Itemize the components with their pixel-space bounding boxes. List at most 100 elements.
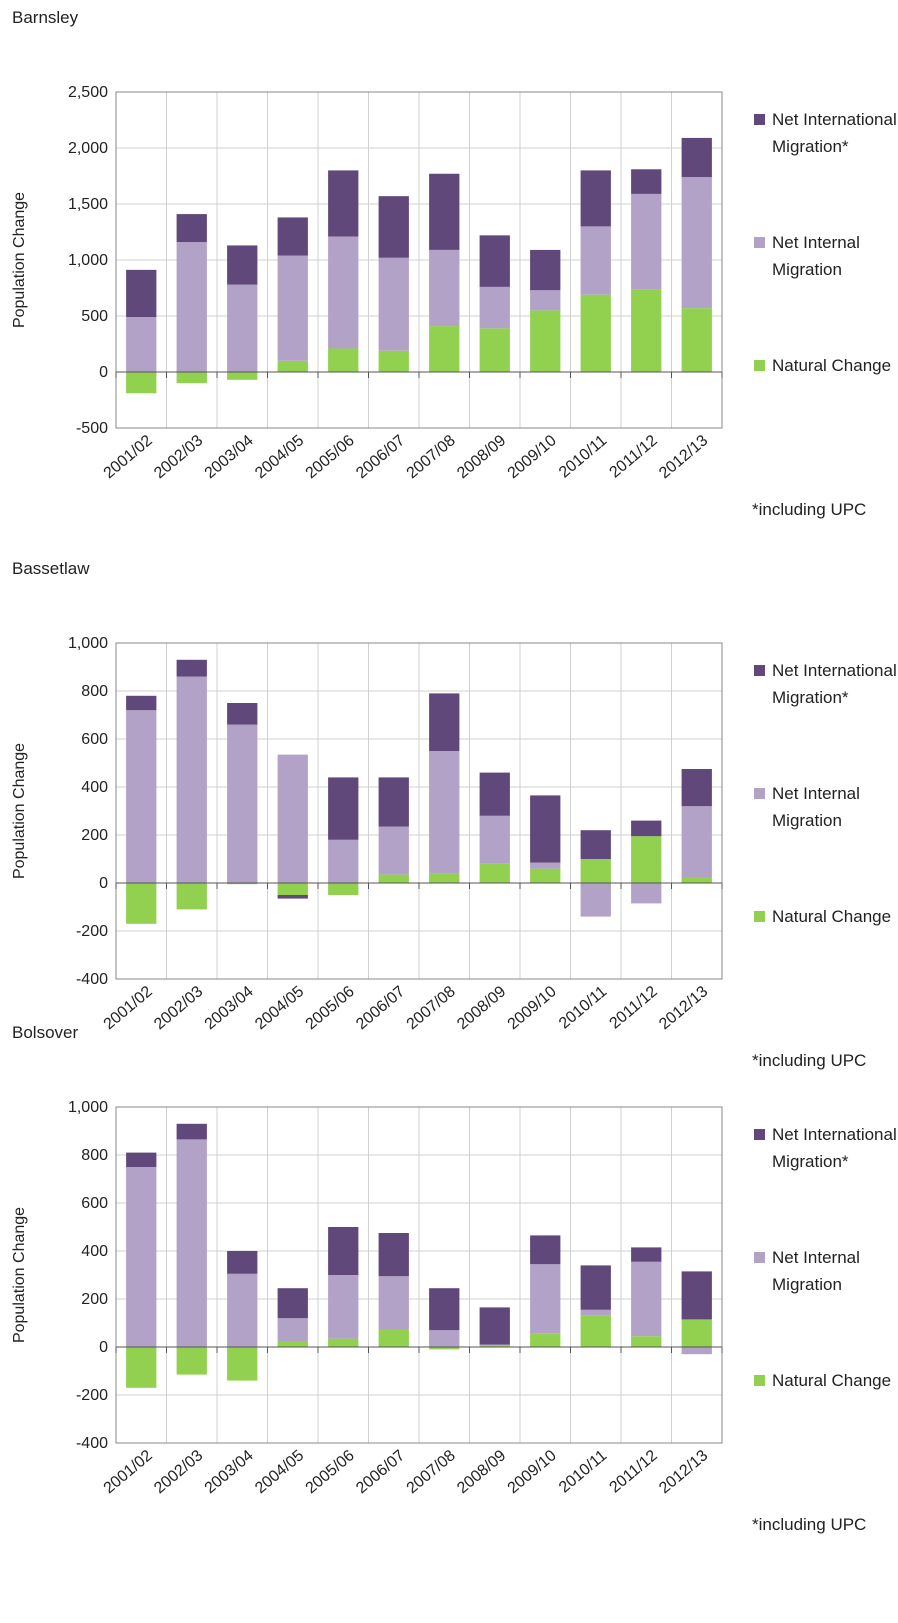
bar-segment	[328, 236, 359, 349]
bar-segment	[126, 1152, 157, 1167]
x-tick-label: 2012/13	[656, 1447, 711, 1497]
legend-entry: Net International Migration*	[754, 1121, 898, 1175]
y-tick-label: 200	[81, 1291, 108, 1308]
legend-swatch	[754, 237, 765, 248]
legend-entry: Net Internal Migration	[754, 229, 898, 283]
x-tick-label: 2002/03	[151, 1447, 206, 1497]
bar-segment	[277, 1341, 308, 1347]
y-axis-label: Population Change	[11, 743, 28, 879]
bar-segment	[530, 795, 561, 863]
x-tick-label: 2011/12	[606, 1447, 660, 1497]
bar-segment	[176, 372, 207, 384]
bar-segment	[378, 1329, 409, 1347]
legend-entry: Net International Migration*	[754, 657, 898, 711]
bar-segment	[580, 1315, 611, 1347]
bar-segment	[176, 1347, 207, 1375]
legend-label: Net Internal Migration	[772, 784, 860, 830]
legend-label: Net International Migration*	[772, 1125, 897, 1171]
footnote: *including UPC	[752, 1515, 867, 1534]
bar-segment	[631, 1247, 662, 1262]
y-tick-label: 1,000	[68, 1099, 108, 1116]
y-tick-label: 2,000	[68, 140, 108, 157]
legend-entry: Net International Migration*	[754, 106, 898, 160]
y-tick-label: 400	[81, 1243, 108, 1260]
bar-segment	[378, 874, 409, 883]
x-tick-label: 2003/04	[202, 983, 257, 1033]
x-tick-label: 2005/06	[303, 432, 358, 482]
bar-segment	[631, 169, 662, 194]
x-tick-label: 2007/08	[404, 1447, 459, 1497]
y-tick-label: 0	[99, 364, 108, 381]
bar-segment	[277, 883, 308, 895]
bar-segment	[176, 676, 207, 883]
bar-segment	[479, 286, 510, 329]
bar-segment	[328, 777, 359, 840]
x-tick-label: 2004/05	[252, 983, 307, 1033]
bar-segment	[378, 196, 409, 258]
bar-segment	[530, 1333, 561, 1347]
x-tick-label: 2009/10	[505, 983, 560, 1033]
bar-segment	[681, 137, 712, 178]
bar-segment	[631, 836, 662, 883]
x-tick-label: 2001/02	[101, 432, 156, 482]
bar-segment	[277, 255, 308, 361]
bar-segment	[429, 873, 460, 883]
x-tick-label: 2001/02	[101, 983, 156, 1033]
bar-segment	[126, 372, 157, 394]
bar-segment	[176, 659, 207, 677]
legend-label: Net Internal Migration	[772, 1248, 860, 1294]
y-tick-label: 0	[99, 875, 108, 892]
y-tick-label: -400	[76, 971, 108, 988]
bar-segment	[227, 284, 258, 372]
bar-segment	[176, 214, 207, 243]
legend-swatch	[754, 1129, 765, 1140]
bar-segment	[429, 1288, 460, 1331]
bar-segment	[429, 693, 460, 751]
y-tick-label: 800	[81, 1147, 108, 1164]
x-tick-label: 2002/03	[151, 432, 206, 482]
bar-segment	[277, 1288, 308, 1319]
y-tick-label: -200	[76, 1387, 108, 1404]
legend-label: Net International Migration*	[772, 661, 897, 707]
bar-segment	[227, 245, 258, 285]
legend-swatch	[754, 911, 765, 922]
x-tick-label: 2009/10	[505, 1447, 560, 1497]
x-tick-label: 2006/07	[353, 432, 408, 482]
bar-segment	[580, 830, 611, 859]
bar-segment	[530, 868, 561, 883]
bar-segment	[277, 217, 308, 256]
y-tick-label: -400	[76, 1435, 108, 1452]
bar-segment	[479, 1344, 510, 1346]
bar-segment	[277, 1318, 308, 1341]
x-tick-label: 2003/04	[202, 1447, 257, 1497]
legend-label: Net Internal Migration	[772, 233, 860, 279]
bar-segment	[479, 1307, 510, 1345]
x-tick-label: 2002/03	[151, 983, 206, 1033]
legend-label: Natural Change	[772, 1371, 892, 1390]
bar-segment	[227, 1273, 258, 1347]
bar-segment	[126, 269, 157, 318]
legend-entry: Natural Change	[754, 903, 898, 930]
legend-entry: Net Internal Migration	[754, 780, 898, 834]
bar-segment	[227, 372, 258, 380]
x-tick-label: 2007/08	[404, 983, 459, 1033]
bar-segment	[681, 769, 712, 807]
bar-segment	[479, 235, 510, 287]
legend-label: Natural Change	[772, 907, 892, 926]
chart-title: Bassetlaw	[12, 559, 90, 578]
x-tick-label: 2012/13	[656, 983, 711, 1033]
bar-segment	[126, 1347, 157, 1388]
bar-segment	[378, 826, 409, 875]
x-tick-label: 2006/07	[353, 983, 408, 1033]
bar-segment	[681, 1271, 712, 1320]
x-tick-label: 2001/02	[101, 1447, 156, 1497]
y-axis-label: Population Change	[11, 1207, 28, 1343]
legend-label: Net International Migration*	[772, 110, 897, 156]
bar-segment	[429, 249, 460, 327]
bar-segment	[580, 294, 611, 372]
bar-segment	[429, 173, 460, 250]
legend-entry: Natural Change	[754, 352, 898, 379]
bar-segment	[328, 170, 359, 237]
